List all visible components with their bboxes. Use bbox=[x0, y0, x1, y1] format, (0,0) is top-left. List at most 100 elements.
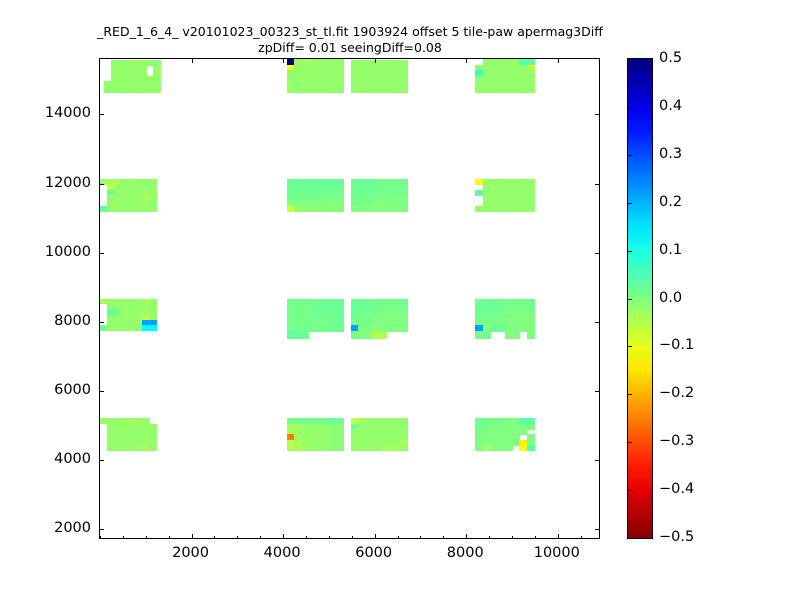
heatmap-cell bbox=[336, 298, 345, 306]
heatmap-cell bbox=[128, 439, 136, 446]
heatmap-cell bbox=[512, 184, 521, 191]
heatmap-cell bbox=[146, 86, 154, 93]
heatmap-cell bbox=[114, 189, 122, 196]
heatmap-cell bbox=[149, 314, 157, 321]
heatmap-cell bbox=[114, 184, 122, 191]
heatmap-cell bbox=[107, 445, 115, 452]
heatmap-cell bbox=[301, 200, 309, 207]
heatmap-cell bbox=[110, 86, 119, 93]
x-minor-tick-mark bbox=[580, 536, 582, 538]
heatmap-cell bbox=[350, 59, 359, 66]
heatmap-cell bbox=[482, 81, 491, 88]
heatmap-cell bbox=[357, 305, 366, 313]
heatmap-cell bbox=[526, 194, 535, 201]
heatmap-cell bbox=[128, 320, 136, 327]
heatmap-cell bbox=[378, 194, 387, 201]
heatmap-cell bbox=[294, 298, 302, 306]
heatmap-cell bbox=[497, 178, 506, 185]
heatmap-cell bbox=[357, 429, 366, 435]
heatmap-cell bbox=[301, 439, 309, 446]
heatmap-cell bbox=[124, 86, 133, 93]
heatmap-cell bbox=[378, 86, 387, 93]
heatmap-cell bbox=[294, 64, 302, 71]
heatmap-cell bbox=[149, 205, 157, 212]
heatmap-cell bbox=[322, 439, 330, 446]
heatmap-cell bbox=[519, 298, 528, 306]
heatmap-cell bbox=[512, 331, 521, 339]
heatmap-cell bbox=[371, 200, 380, 207]
heatmap-cell bbox=[519, 184, 528, 191]
heatmap-cell bbox=[121, 194, 129, 201]
x-minor-tick-mark bbox=[168, 536, 170, 538]
heatmap-cell bbox=[385, 194, 394, 201]
heatmap-cell bbox=[336, 194, 345, 201]
heatmap-cell bbox=[315, 324, 323, 333]
heatmap-cell bbox=[490, 434, 499, 441]
colorbar-ticklabel: −0.3 bbox=[659, 433, 695, 450]
heatmap-cell bbox=[364, 189, 373, 196]
heatmap-cell bbox=[482, 59, 491, 66]
heatmap-cell bbox=[519, 189, 528, 196]
y-tick-mark bbox=[100, 391, 104, 392]
heatmap-cell bbox=[100, 298, 108, 305]
heatmap-cell bbox=[519, 418, 528, 425]
heatmap-cell bbox=[294, 423, 302, 430]
heatmap-cell bbox=[393, 194, 401, 201]
heatmap-cell bbox=[482, 64, 491, 71]
colorbar-ticklabel: 0.1 bbox=[659, 241, 683, 258]
heatmap-cell bbox=[287, 434, 295, 441]
heatmap-cell bbox=[350, 81, 359, 88]
heatmap-cell bbox=[110, 59, 119, 66]
heatmap-cell bbox=[301, 311, 309, 319]
heatmap-cell bbox=[308, 305, 316, 313]
heatmap-cell bbox=[149, 434, 157, 441]
heatmap-cell bbox=[117, 70, 126, 77]
heatmap-cell bbox=[114, 309, 122, 316]
heatmap-cell bbox=[526, 324, 535, 333]
heatmap-cell bbox=[128, 194, 136, 201]
heatmap-cell bbox=[322, 298, 330, 306]
heatmap-cell bbox=[121, 325, 129, 332]
heatmap-cell bbox=[526, 64, 535, 71]
heatmap-cell bbox=[294, 311, 302, 319]
heatmap-cell bbox=[497, 86, 506, 93]
heatmap-cell bbox=[301, 423, 309, 430]
heatmap-cell bbox=[490, 194, 499, 201]
heatmap-cell bbox=[378, 205, 387, 212]
heatmap-cell bbox=[294, 205, 302, 212]
heatmap-cell bbox=[322, 64, 330, 71]
heatmap-cell bbox=[336, 184, 345, 191]
x-tick-mark-top bbox=[374, 59, 376, 63]
heatmap-cell bbox=[121, 423, 129, 430]
heatmap-cell bbox=[308, 200, 316, 207]
heatmap-cell bbox=[336, 81, 345, 88]
heatmap-cell bbox=[128, 423, 136, 430]
heatmap-cell bbox=[287, 331, 295, 339]
heatmap-cell bbox=[135, 418, 143, 425]
heatmap-cell bbox=[107, 434, 115, 441]
heatmap-cell bbox=[482, 423, 491, 430]
heatmap-cell bbox=[114, 320, 122, 327]
x-minor-tick-mark bbox=[260, 536, 262, 538]
heatmap-cell bbox=[490, 184, 499, 191]
x-tick-mark bbox=[191, 534, 193, 538]
heatmap-cell bbox=[287, 70, 295, 77]
heatmap-cell bbox=[490, 81, 499, 88]
heatmap-cell bbox=[504, 318, 513, 326]
heatmap-cell bbox=[135, 298, 143, 305]
heatmap-cell bbox=[329, 298, 338, 306]
heatmap-cell bbox=[329, 189, 338, 196]
heatmap-cell bbox=[287, 75, 295, 82]
heatmap-cell bbox=[308, 418, 316, 425]
x-minor-tick-mark bbox=[534, 536, 536, 538]
y-tick-mark-right bbox=[595, 391, 599, 392]
heatmap-cell bbox=[357, 445, 366, 452]
heatmap-cell bbox=[308, 205, 316, 212]
heatmap-cell bbox=[357, 81, 366, 88]
heatmap-cell bbox=[400, 194, 408, 201]
heatmap-cell bbox=[385, 324, 394, 333]
heatmap-cell bbox=[497, 318, 506, 326]
heatmap-cell bbox=[142, 325, 150, 332]
heatmap-cell bbox=[350, 439, 359, 446]
heatmap-cell bbox=[400, 423, 408, 430]
